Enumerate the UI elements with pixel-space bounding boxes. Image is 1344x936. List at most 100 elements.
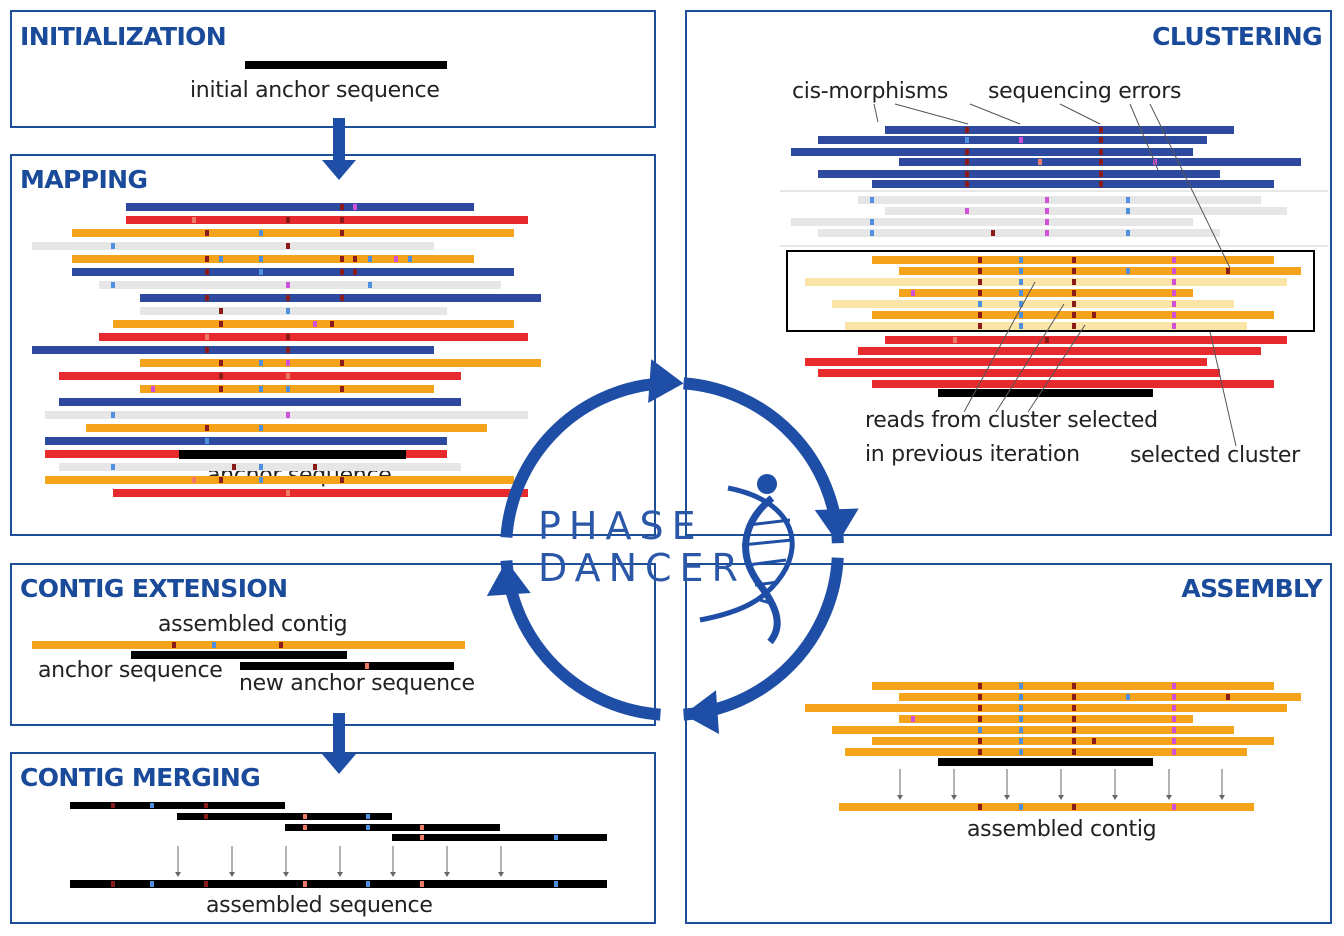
cycle-arc-extension (500, 560, 661, 721)
label-prev-cluster-2: in previous iteration (865, 442, 1080, 467)
variant-mark (978, 312, 982, 318)
title-contig-merging: CONTIG MERGING (20, 763, 261, 792)
variant-mark (420, 835, 424, 840)
variant-mark (286, 308, 290, 314)
variant-mark (1019, 279, 1023, 285)
variant-mark (1072, 279, 1076, 285)
variant-mark (286, 217, 290, 223)
mapping-read (99, 281, 501, 289)
variant-mark (330, 321, 334, 327)
variant-mark (978, 694, 982, 700)
variant-mark (554, 835, 558, 840)
label-selected-cluster: selected cluster (1130, 443, 1300, 468)
mapping-read (72, 229, 514, 237)
variant-mark (1019, 137, 1023, 143)
thin-arrow-head (1219, 795, 1225, 800)
variant-mark (965, 208, 969, 214)
cycle-arrow-to-clustering (648, 359, 684, 403)
variant-mark (1019, 749, 1023, 755)
assembly-read (899, 715, 1193, 723)
variant-mark (978, 716, 982, 722)
variant-mark (1072, 749, 1076, 755)
variant-mark (219, 321, 223, 327)
clustering-red-read (858, 347, 1261, 355)
variant-mark (965, 127, 969, 133)
clustering-red-read (805, 358, 1207, 366)
error-pointer (1129, 103, 1159, 171)
title-clustering: CLUSTERING (1152, 22, 1322, 51)
variant-mark (303, 814, 307, 819)
variant-mark (353, 204, 357, 210)
thin-arrow-head (1166, 795, 1172, 800)
title-contig-extension: CONTIG EXTENSION (20, 574, 288, 603)
variant-mark (1019, 804, 1023, 810)
variant-mark (205, 347, 209, 353)
mapping-read (45, 437, 447, 445)
variant-mark (286, 334, 290, 340)
variant-mark (340, 269, 344, 275)
variant-mark (286, 412, 290, 418)
variant-mark (965, 149, 969, 155)
clustering-gray-read (858, 196, 1261, 204)
brand-phase: PHASE (538, 504, 704, 548)
variant-mark (1126, 208, 1130, 214)
mapping-read (99, 333, 528, 341)
variant-mark (1172, 257, 1176, 263)
variant-mark (1019, 312, 1023, 318)
variant-mark (192, 217, 196, 223)
variant-mark (205, 438, 209, 444)
variant-mark (111, 243, 115, 249)
variant-mark (353, 269, 357, 275)
clustering-cluster-read (845, 322, 1247, 330)
mapping-read (59, 398, 461, 406)
variant-mark (205, 269, 209, 275)
variant-mark (978, 323, 982, 329)
variant-mark (408, 256, 412, 262)
arrow-init-to-mapping-head (322, 160, 356, 180)
clustering-blue-read (885, 126, 1234, 134)
contig-extension-anchor (131, 651, 347, 659)
variant-mark (279, 642, 283, 648)
variant-mark (286, 243, 290, 249)
mapping-read (72, 255, 474, 263)
variant-mark (1019, 323, 1023, 329)
variant-mark (313, 321, 317, 327)
variant-mark (1126, 230, 1130, 236)
variant-mark (204, 803, 208, 808)
variant-mark (1172, 312, 1176, 318)
label-new-anchor: new anchor sequence (239, 671, 475, 696)
clustering-blue-read (872, 180, 1274, 188)
variant-mark (870, 230, 874, 236)
mapping-read (45, 476, 514, 484)
variant-mark (978, 749, 982, 755)
clustering-blue-read (818, 170, 1220, 178)
mapping-read (32, 242, 434, 250)
variant-mark (394, 256, 398, 262)
clustering-red-read (818, 369, 1220, 377)
variant-mark (340, 360, 344, 366)
variant-mark (1019, 738, 1023, 744)
clustering-gray-read (818, 229, 1220, 237)
variant-mark (1172, 727, 1176, 733)
contig-extension-new-anchor (240, 662, 454, 670)
label-cis-morphisms: cis-morphisms (792, 79, 949, 104)
cycle-arrow-to-extension (683, 690, 720, 735)
title-assembly: ASSEMBLY (1181, 574, 1322, 603)
label-sequencing-errors: sequencing errors (988, 79, 1182, 104)
assembly-read (805, 704, 1287, 712)
variant-mark (965, 171, 969, 177)
merging-segment (70, 802, 285, 809)
variant-mark (205, 295, 209, 301)
variant-mark (1019, 268, 1023, 274)
variant-mark (1172, 804, 1176, 810)
clustering-cluster-read (832, 300, 1234, 308)
variant-mark (1072, 804, 1076, 810)
variant-mark (1072, 257, 1076, 263)
variant-mark (1099, 127, 1103, 133)
arrow-ext-to-merging (333, 713, 345, 756)
variant-mark (1038, 159, 1042, 165)
clustering-gray-read (791, 218, 1193, 226)
variant-mark (1172, 705, 1176, 711)
selected-pointer (1209, 331, 1237, 447)
